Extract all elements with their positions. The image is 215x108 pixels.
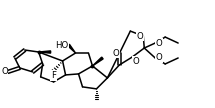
Text: O: O xyxy=(132,57,139,66)
Polygon shape xyxy=(92,57,103,66)
Polygon shape xyxy=(68,44,75,53)
Text: O: O xyxy=(155,39,162,48)
Polygon shape xyxy=(39,51,51,53)
Text: O: O xyxy=(137,32,143,41)
Text: O: O xyxy=(113,48,119,57)
Text: O: O xyxy=(155,53,162,63)
Text: HO: HO xyxy=(55,40,69,50)
Text: O: O xyxy=(1,67,8,76)
Text: F: F xyxy=(51,71,56,80)
